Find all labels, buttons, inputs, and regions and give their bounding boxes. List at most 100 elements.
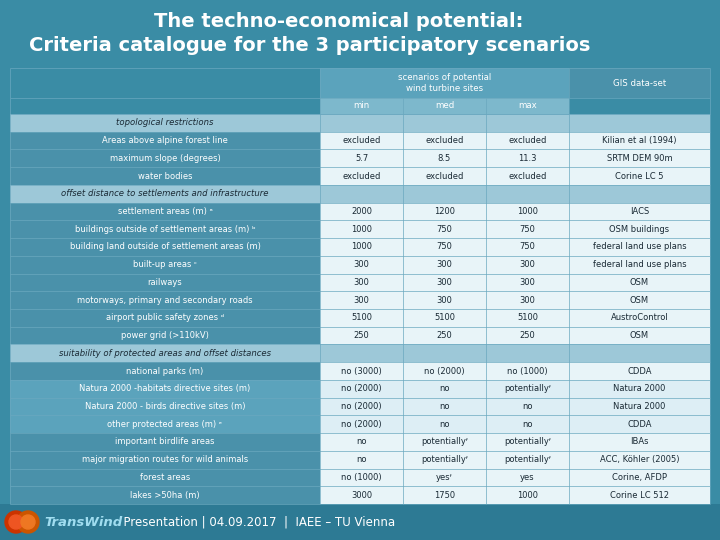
Bar <box>486 469 569 487</box>
Text: 300: 300 <box>354 278 369 287</box>
Text: Natura 2000 - birds directive sites (m): Natura 2000 - birds directive sites (m) <box>85 402 246 411</box>
Bar <box>320 167 403 185</box>
Text: 250: 250 <box>520 331 536 340</box>
Bar <box>486 487 569 504</box>
Bar <box>569 469 710 487</box>
Text: 250: 250 <box>436 331 452 340</box>
Text: Natura 2000: Natura 2000 <box>613 384 666 393</box>
Text: no (2000): no (2000) <box>341 384 382 393</box>
Bar <box>320 469 403 487</box>
Bar <box>320 433 403 451</box>
Text: potentiallyᶠ: potentiallyᶠ <box>420 437 468 447</box>
Text: 300: 300 <box>436 295 452 305</box>
Text: 1000: 1000 <box>351 225 372 234</box>
Bar <box>569 98 710 114</box>
Text: Corine LC 512: Corine LC 512 <box>610 491 669 500</box>
Text: no: no <box>439 402 450 411</box>
Bar <box>10 291 320 309</box>
Text: 300: 300 <box>520 260 536 269</box>
Bar <box>486 451 569 469</box>
Bar <box>10 380 320 397</box>
Circle shape <box>9 515 23 529</box>
Bar <box>10 114 320 132</box>
Bar <box>403 220 486 238</box>
Bar <box>320 274 403 291</box>
Bar <box>569 167 710 185</box>
Text: 11.3: 11.3 <box>518 154 536 163</box>
Text: 250: 250 <box>354 331 369 340</box>
Text: lakes >50ha (m): lakes >50ha (m) <box>130 491 200 500</box>
Bar <box>486 309 569 327</box>
Bar <box>486 114 569 132</box>
Text: CDDA: CDDA <box>627 367 652 375</box>
Text: 1000: 1000 <box>517 207 538 216</box>
Bar <box>10 345 320 362</box>
Text: 300: 300 <box>354 295 369 305</box>
Bar <box>10 274 320 291</box>
Text: TransWind: TransWind <box>44 516 122 529</box>
Bar <box>403 238 486 256</box>
Text: buildings outside of settlement areas (m) ᵇ: buildings outside of settlement areas (m… <box>75 225 256 234</box>
Bar <box>569 415 710 433</box>
Text: 5100: 5100 <box>351 313 372 322</box>
Text: 1200: 1200 <box>434 207 455 216</box>
Text: excluded: excluded <box>426 136 464 145</box>
Bar <box>403 114 486 132</box>
Bar <box>320 238 403 256</box>
Text: The techno-economical potential:: The techno-economical potential: <box>153 12 523 31</box>
Text: 3000: 3000 <box>351 491 372 500</box>
Text: 5100: 5100 <box>434 313 455 322</box>
Bar <box>10 238 320 256</box>
Bar <box>569 451 710 469</box>
Bar <box>569 362 710 380</box>
Bar <box>486 256 569 274</box>
Bar <box>10 415 320 433</box>
Bar <box>0 0 720 68</box>
Text: building land outside of settlement areas (m): building land outside of settlement area… <box>70 242 261 252</box>
Text: OSM: OSM <box>630 331 649 340</box>
Bar <box>10 167 320 185</box>
Text: 750: 750 <box>436 242 452 252</box>
Text: important birdlife areas: important birdlife areas <box>115 437 215 447</box>
Text: no (2000): no (2000) <box>424 367 465 375</box>
Text: no: no <box>439 420 450 429</box>
Bar <box>403 469 486 487</box>
Bar <box>320 397 403 415</box>
Bar <box>320 451 403 469</box>
Bar <box>10 256 320 274</box>
Bar <box>486 220 569 238</box>
Text: SRTM DEM 90m: SRTM DEM 90m <box>607 154 672 163</box>
Bar <box>320 291 403 309</box>
Text: 5100: 5100 <box>517 313 538 322</box>
Bar <box>569 220 710 238</box>
Bar <box>486 150 569 167</box>
Text: suitability of protected areas and offset distances: suitability of protected areas and offse… <box>59 349 271 358</box>
Bar <box>320 114 403 132</box>
Bar <box>486 397 569 415</box>
Text: offset distance to settlements and infrastructure: offset distance to settlements and infra… <box>61 190 269 198</box>
Bar <box>10 150 320 167</box>
Bar <box>486 327 569 345</box>
Bar <box>10 327 320 345</box>
Text: Criteria catalogue for the 3 participatory scenarios: Criteria catalogue for the 3 participato… <box>29 36 590 55</box>
Circle shape <box>17 511 39 533</box>
Bar <box>569 291 710 309</box>
Text: no (2000): no (2000) <box>341 420 382 429</box>
Bar <box>569 309 710 327</box>
Text: motorways, primary and secondary roads: motorways, primary and secondary roads <box>77 295 253 305</box>
Bar <box>486 433 569 451</box>
Bar <box>10 202 320 220</box>
Text: 8.5: 8.5 <box>438 154 451 163</box>
Bar <box>320 362 403 380</box>
Text: settlement areas (m) ᵃ: settlement areas (m) ᵃ <box>117 207 212 216</box>
Bar <box>10 433 320 451</box>
Text: no: no <box>522 402 533 411</box>
Bar <box>0 504 720 540</box>
Bar <box>569 345 710 362</box>
Bar <box>320 220 403 238</box>
Bar <box>10 220 320 238</box>
Text: 1750: 1750 <box>434 491 455 500</box>
Text: excluded: excluded <box>508 136 546 145</box>
Bar <box>10 487 320 504</box>
Bar <box>403 291 486 309</box>
